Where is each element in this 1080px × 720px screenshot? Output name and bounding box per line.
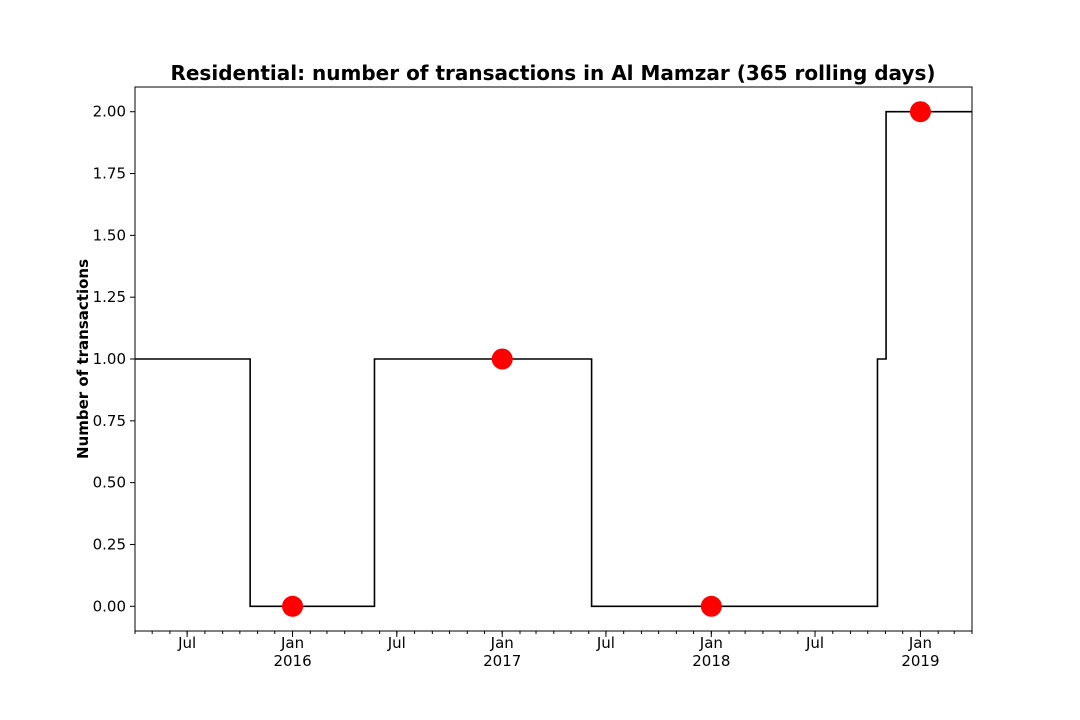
y-tick-label: 0.25 [93, 535, 126, 553]
x-tick-year-label: 2016 [273, 652, 311, 670]
y-tick-label: 0.75 [93, 412, 126, 430]
x-tick-year-label: 2019 [901, 652, 939, 670]
y-tick-label: 0.50 [93, 474, 126, 492]
x-tick-label: Jan [490, 634, 514, 652]
x-tick-label: Jan [908, 634, 932, 652]
y-tick-label: 2.00 [93, 103, 126, 121]
y-tick-label: 0.00 [93, 597, 126, 615]
x-tick-year-label: 2017 [483, 652, 521, 670]
y-tick-label: 1.25 [93, 288, 126, 306]
y-axis-label: Number of transactions [74, 259, 92, 459]
x-tick-label: Jan [699, 634, 723, 652]
x-tick-label: Jul [177, 634, 196, 652]
x-tick-label: Jul [387, 634, 406, 652]
y-tick-label: 1.50 [93, 226, 126, 244]
data-point-marker [909, 101, 931, 123]
y-axis: 0.00 0.25 0.50 0.75 1.00 1.25 1.50 1.75 2.00 [93, 103, 135, 615]
data-point-marker [700, 595, 722, 617]
x-tick-label: Jul [596, 634, 615, 652]
y-tick-label: 1.00 [93, 350, 126, 368]
y-tick-label: 1.75 [93, 165, 126, 183]
plot-area [135, 101, 972, 617]
plot-frame [134, 86, 973, 632]
step-line-series [135, 110, 972, 608]
data-point-marker [491, 348, 513, 370]
data-point-marker [282, 595, 304, 617]
x-tick-label: Jan [280, 634, 304, 652]
x-tick-year-label: 2018 [692, 652, 730, 670]
x-tick-label: Jul [805, 634, 824, 652]
chart-title: Residential: number of transactions in A… [170, 61, 935, 85]
